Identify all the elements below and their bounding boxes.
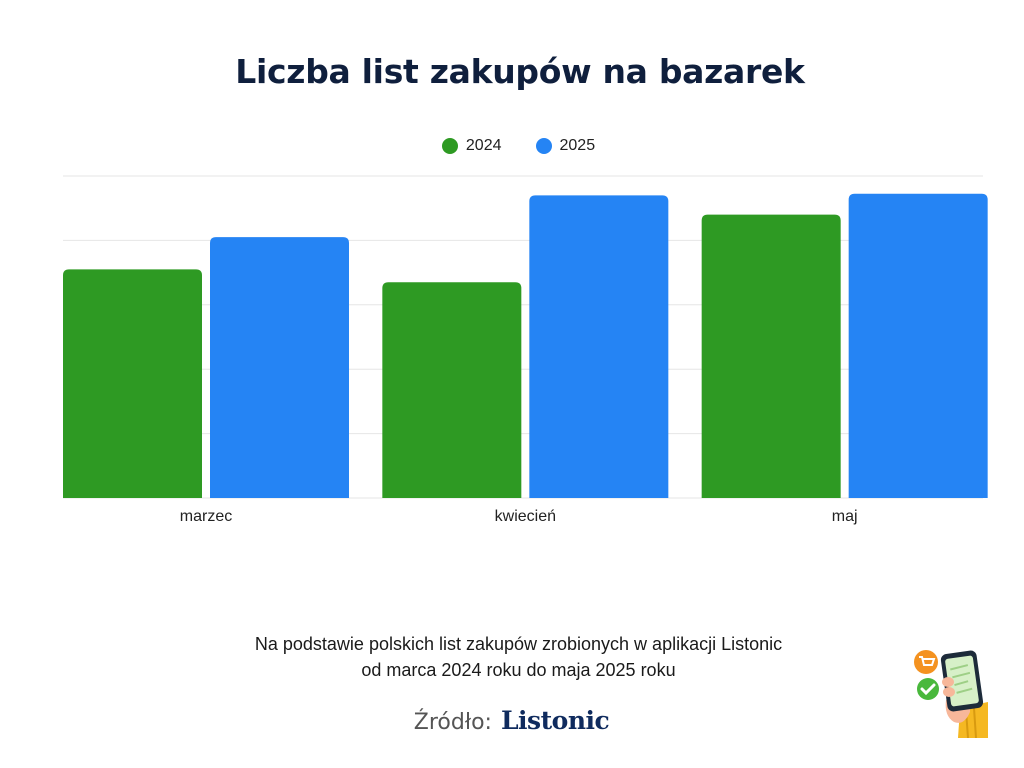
legend-dot-2024 [441,138,458,154]
source-label: Źródło: [413,710,492,735]
x-tick-label-marzec: marzec [179,508,233,525]
x-tick-label-maj: maj [831,508,858,525]
bar-chart [63,175,988,499]
bar-2025-1 [529,195,669,498]
chart-legend: 2024 2025 [0,137,1024,155]
hand-holding-phone-icon [914,650,988,738]
source-credit: Źródło: Listonic [0,706,1023,735]
legend-label-2024: 2024 [465,137,502,154]
bar-2024-1 [382,282,522,498]
legend-label-2025: 2025 [559,137,596,154]
cart-icon [914,650,938,674]
legend-dot-2025 [535,138,552,154]
legend-item-2025: 2025 [535,137,596,155]
bar-2024-0 [63,269,202,498]
x-tick-label-kwiecien: kwiecień [494,508,557,525]
check-icon [917,678,939,700]
bar-2025-2 [848,193,988,498]
legend-item-2024: 2024 [441,137,502,155]
listonic-logo: Listonic [500,706,610,735]
caption-line-2: od marca 2024 roku do maja 2025 roku [361,660,676,680]
chart-title: Liczba list zakupów na bazarek [235,52,805,91]
bar-2025-0 [210,237,349,498]
caption-line-1: Na podstawie polskich list zakupów zrobi… [254,634,783,654]
bar-2024-2 [701,214,841,498]
chart-caption: Na podstawie polskich list zakupów zrobi… [0,631,1024,683]
